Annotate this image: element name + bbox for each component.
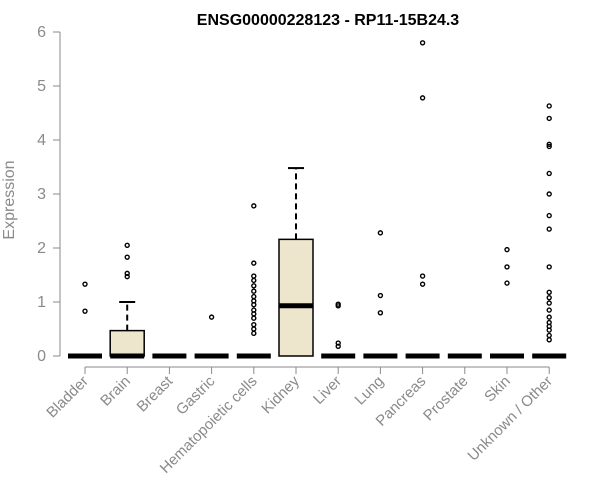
y-tick-label: 3 xyxy=(37,186,46,203)
outlier-point xyxy=(82,308,88,314)
outlier-point xyxy=(546,191,552,197)
outlier-point xyxy=(377,292,384,299)
outlier-point xyxy=(251,288,257,294)
x-tick-label: Prostate xyxy=(420,373,472,425)
outlier-point xyxy=(251,277,257,284)
outlier-point xyxy=(504,246,510,253)
outlier-point xyxy=(335,301,341,307)
outlier-point xyxy=(546,300,552,306)
outlier-point xyxy=(546,307,552,313)
outlier-point xyxy=(251,321,257,328)
y-tick-label: 2 xyxy=(37,240,46,257)
outlier-point xyxy=(546,226,552,232)
outlier-point xyxy=(546,337,552,343)
outlier-point xyxy=(251,203,257,209)
box-unknown-other xyxy=(532,103,567,359)
outlier-point xyxy=(251,307,257,313)
y-tick-label: 0 xyxy=(37,348,46,365)
box-gastric xyxy=(194,314,229,359)
box-hematopoietic-cells xyxy=(236,203,271,359)
outlier-point xyxy=(82,281,88,287)
outlier-point xyxy=(251,326,257,332)
x-tick-label: Bladder xyxy=(43,373,92,422)
box-body xyxy=(109,329,145,357)
outlier-point xyxy=(377,310,384,316)
box-bladder xyxy=(68,281,102,359)
chart-title: ENSG00000228123 - RP11-15B24.3 xyxy=(197,12,460,29)
y-axis-label: Expression xyxy=(1,160,18,239)
x-tick-label: Lung xyxy=(352,373,388,409)
y-tick-label: 4 xyxy=(37,132,46,149)
boxes-layer xyxy=(68,40,567,359)
x-tick-label: Liver xyxy=(310,373,345,408)
outlier-point xyxy=(419,95,426,101)
outlier-point xyxy=(251,330,257,337)
outlier-point xyxy=(546,212,552,219)
outlier-point xyxy=(546,264,552,270)
outlier-point xyxy=(251,273,257,279)
outlier-point xyxy=(546,319,552,326)
outlier-point xyxy=(251,293,257,300)
box-body xyxy=(278,238,314,357)
outlier-point xyxy=(377,230,384,236)
outlier-point xyxy=(504,280,510,286)
x-tick-label: Skin xyxy=(481,373,514,406)
outlier-point xyxy=(546,141,552,148)
x-tick-label: Brain xyxy=(97,373,134,410)
y-tick-label: 1 xyxy=(37,294,46,311)
box-pancreas xyxy=(405,40,440,359)
y-axis: 0 1 2 3 4 5 6 xyxy=(37,24,61,365)
x-tick-label: Breast xyxy=(134,372,177,415)
box-kidney xyxy=(278,167,314,357)
box-brain xyxy=(109,242,145,359)
outlier-point xyxy=(546,170,552,177)
outlier-point xyxy=(419,273,426,279)
outlier-point xyxy=(124,270,130,277)
box-lung xyxy=(363,230,398,359)
y-tick-label: 5 xyxy=(37,78,46,95)
outlier-point xyxy=(251,283,257,289)
box-skin xyxy=(490,246,524,359)
outlier-point xyxy=(124,273,130,280)
x-tick-label: Kidney xyxy=(258,372,303,417)
outlier-point xyxy=(546,289,552,295)
outlier-point xyxy=(546,103,552,109)
outlier-point xyxy=(546,115,552,122)
outlier-point xyxy=(335,340,341,346)
outlier-point xyxy=(335,343,341,349)
box-liver xyxy=(321,301,356,359)
outlier-point xyxy=(419,40,426,46)
outlier-point xyxy=(251,260,257,266)
outlier-point xyxy=(419,281,426,287)
y-tick-label: 6 xyxy=(37,24,46,41)
outlier-point xyxy=(504,264,510,270)
outlier-point xyxy=(251,315,257,321)
outlier-point xyxy=(546,314,552,320)
outlier-point xyxy=(546,294,552,301)
outlier-point xyxy=(124,242,130,249)
outlier-point xyxy=(124,254,130,260)
outlier-point xyxy=(546,332,552,339)
outlier-point xyxy=(251,298,257,304)
outlier-point xyxy=(546,143,552,150)
outlier-point xyxy=(208,314,215,320)
